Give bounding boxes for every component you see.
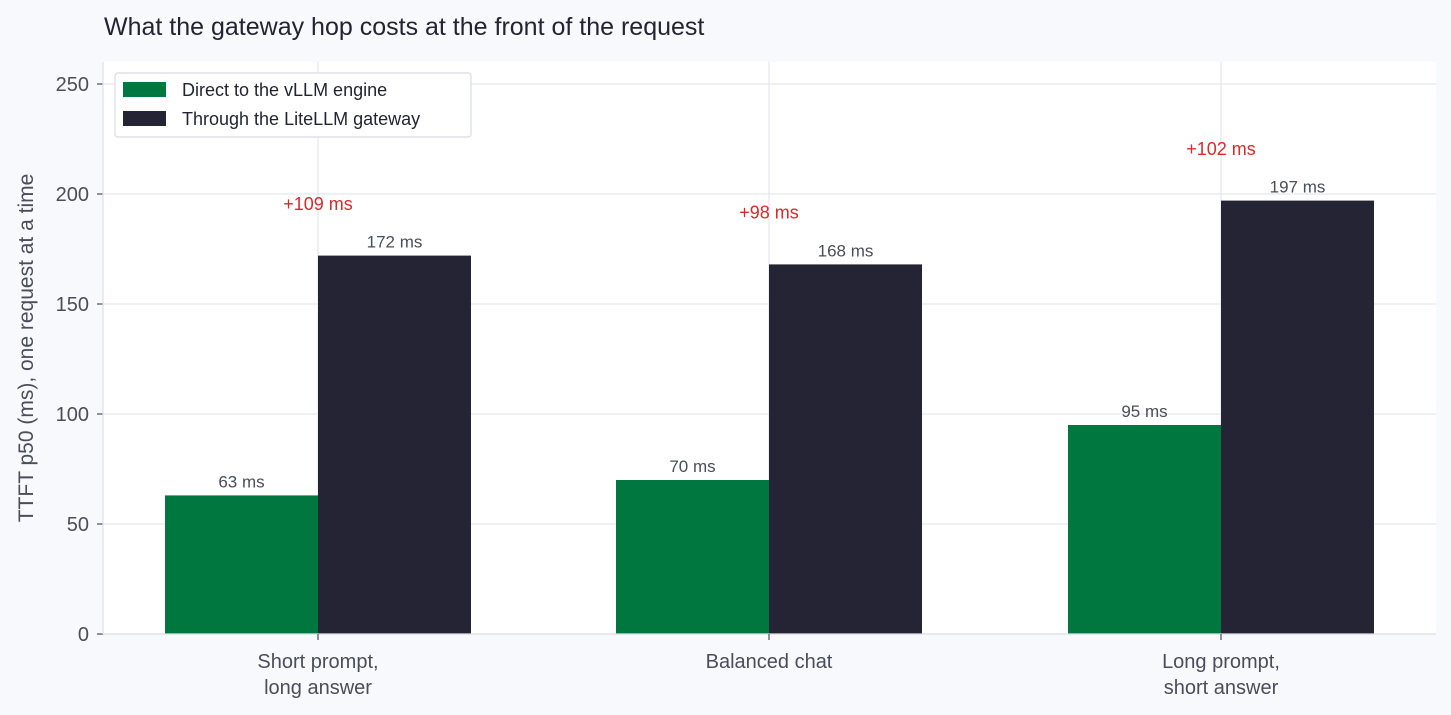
bar-value-label: 70 ms bbox=[669, 457, 715, 476]
legend: Direct to the vLLM engine Through the Lit… bbox=[114, 72, 472, 138]
bar-value-label: 197 ms bbox=[1270, 178, 1326, 197]
y-tick-label: 100 bbox=[56, 404, 89, 426]
x-tick-label: Short prompt, long answer bbox=[257, 651, 378, 699]
bar-gateway bbox=[1221, 200, 1374, 634]
y-tick-label: 150 bbox=[56, 294, 89, 316]
delta-annotation: +98 ms bbox=[739, 203, 799, 223]
bar-value-label: 63 ms bbox=[218, 472, 264, 491]
legend-box bbox=[114, 72, 472, 138]
y-tick-label: 200 bbox=[56, 184, 89, 206]
bar-direct bbox=[1068, 425, 1221, 634]
legend-label: Through the LiteLLM gateway bbox=[182, 109, 420, 129]
y-axis-label: TTFT p50 (ms), one request at a time bbox=[15, 174, 38, 523]
y-tick-label: 0 bbox=[78, 624, 89, 646]
bar-direct bbox=[165, 495, 318, 634]
x-tick-label: Long prompt, short answer bbox=[1162, 651, 1280, 699]
legend-swatch bbox=[123, 82, 166, 97]
delta-annotation: +102 ms bbox=[1186, 139, 1256, 159]
axes: 0 50 100 150 200 250 Short prompt, long answer B… bbox=[56, 62, 1436, 699]
data-labels: 63 ms 70 ms 95 ms 172 ms 168 ms 197 ms +109 ms… bbox=[218, 139, 1325, 492]
bar-direct bbox=[616, 480, 769, 634]
bar-gateway bbox=[769, 264, 922, 634]
y-tick-label: 50 bbox=[67, 514, 89, 536]
bar-gateway bbox=[318, 255, 471, 634]
y-tick-label: 250 bbox=[56, 74, 89, 96]
chart-title: What the gateway hop costs at the front … bbox=[104, 13, 704, 41]
x-tick-label: Balanced chat bbox=[706, 651, 833, 673]
bar-value-label: 172 ms bbox=[367, 233, 423, 252]
delta-annotation: +109 ms bbox=[283, 194, 353, 214]
bar-value-label: 95 ms bbox=[1121, 402, 1167, 421]
legend-swatch bbox=[123, 111, 166, 126]
bars bbox=[165, 200, 1374, 634]
bar-value-label: 168 ms bbox=[818, 241, 874, 260]
legend-label: Direct to the vLLM engine bbox=[182, 80, 387, 100]
